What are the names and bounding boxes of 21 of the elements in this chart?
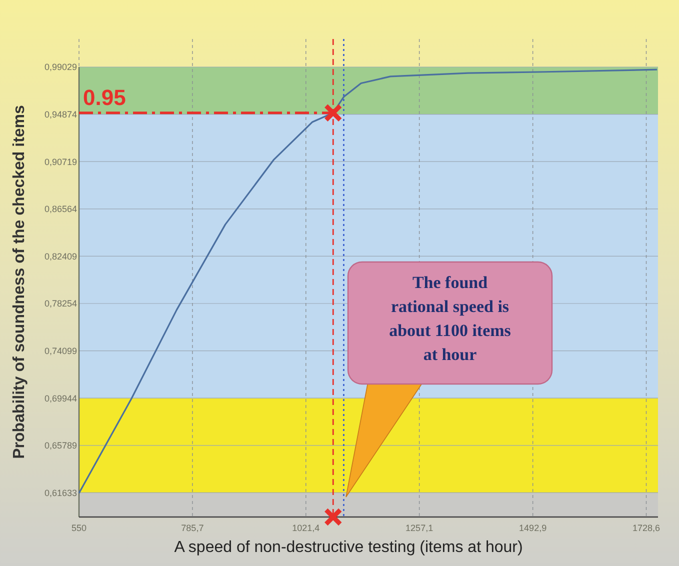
ref-line-label: 0.95 (83, 84, 126, 110)
x-tick-label: 1021,4 (292, 523, 320, 533)
x-tick-label: 1257,1 (406, 523, 434, 533)
y-tick-label: 0,61633 (44, 488, 77, 498)
y-tick-label: 0,69944 (44, 393, 77, 404)
y-tick-label: 0,94874 (44, 109, 77, 120)
x-axis-title: A speed of non-destructive testing (items at hour) (174, 539, 523, 556)
annotation: The found rational speed is about 1100 items at hour (389, 273, 512, 364)
x-tick-label: 1492,9 (519, 523, 547, 533)
x-tick-label: 1728,6 (632, 523, 660, 533)
y-tick-label: 0,65789 (44, 440, 77, 451)
y-tick-label: 0,90719 (44, 156, 77, 167)
x-tick-label: 785,7 (181, 523, 204, 533)
y-tick-label: 0,86564 (44, 204, 77, 214)
line-series (78, 68, 658, 494)
y-tick-label: 0,78254 (44, 298, 77, 309)
x-tick-label: 550 (71, 523, 87, 533)
y-axis-title: Probability of soundness of the checked items (11, 104, 28, 459)
y-tick-label: 0,74099 (44, 346, 77, 356)
y-tick-label: 0,82409 (44, 251, 77, 262)
y-tick-label: 0,99029 (44, 62, 77, 72)
